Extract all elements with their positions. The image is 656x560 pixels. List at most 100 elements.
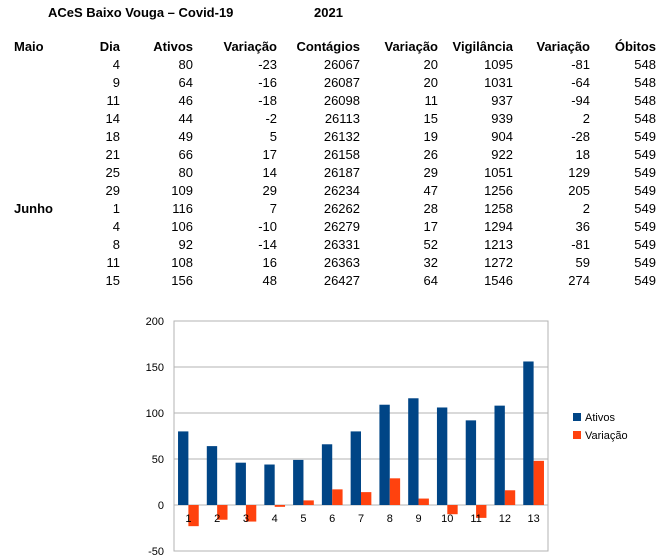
table-row: Junho 1 116 7 26262 28 1258 2 549: [0, 200, 656, 218]
table-cell: 1213: [484, 237, 513, 252]
x-tick-label: 12: [499, 513, 511, 525]
table-cell: 1051: [484, 165, 513, 180]
column-header: Ativos: [153, 39, 193, 54]
table-cell: Junho: [14, 201, 53, 216]
table-cell: 26262: [323, 201, 360, 216]
table-cell: 1546: [484, 273, 513, 288]
table-cell: 548: [634, 111, 656, 126]
table-cell: 29: [105, 183, 120, 198]
sheet-title: ACeS Baixo Vouga – Covid-19: [48, 5, 234, 20]
legend-swatch: [573, 431, 581, 439]
table-cell: [0, 56, 76, 74]
table-cell: [0, 218, 76, 236]
table-cell: 26331: [323, 237, 360, 252]
column-header: Dia: [99, 39, 120, 54]
table-cell: 549: [634, 201, 656, 216]
table-cell: -16: [258, 75, 277, 90]
table-cell: 26132: [323, 129, 360, 144]
table-cell: -2: [265, 111, 277, 126]
legend-label: Ativos: [585, 412, 615, 424]
bar-ativos: [206, 446, 218, 505]
column-header: Maio: [14, 39, 44, 54]
table-cell: 20: [423, 75, 438, 90]
table-cell: 11: [106, 255, 121, 270]
table-cell: 32: [423, 255, 438, 270]
x-tick-label: 3: [243, 513, 249, 525]
table-cell: 5: [269, 129, 277, 144]
table-cell: 92: [178, 237, 193, 252]
table-cell: 1095: [484, 57, 513, 72]
table-cell: -81: [571, 57, 590, 72]
table-cell: 548: [634, 93, 656, 108]
table-row: 4 106 -10 26279 17 1294 36 549: [0, 218, 656, 236]
table-cell: 2: [582, 201, 590, 216]
x-tick-label: 4: [272, 513, 278, 525]
bar-ativos: [350, 431, 361, 505]
table-row: 9 64 -16 26087 20 1031 -64 548: [0, 74, 656, 92]
table-row: 15 156 48 26427 64 1546 274 549: [0, 272, 656, 290]
table-cell: 549: [634, 255, 656, 270]
x-tick-label: 9: [415, 513, 421, 525]
y-tick-label: 0: [158, 500, 164, 512]
bar-variao: [245, 505, 257, 522]
table-cell: 26158: [323, 147, 360, 162]
x-tick-label: 7: [358, 513, 364, 525]
table-cell: 1272: [484, 255, 513, 270]
table-cell: [0, 164, 76, 182]
table-cell: 904: [491, 129, 513, 144]
table-cell: 64: [178, 75, 193, 90]
table-cell: 18: [105, 129, 120, 144]
table-cell: 4: [112, 57, 120, 72]
y-tick-label: -50: [148, 546, 164, 558]
bar-ativos: [235, 462, 246, 505]
table-cell: 548: [634, 75, 656, 90]
table-cell: 549: [634, 165, 656, 180]
y-tick-label: 150: [146, 362, 164, 374]
table-cell: 1294: [484, 219, 513, 234]
table-cell: 48: [262, 273, 277, 288]
y-tick-label: 100: [146, 408, 164, 420]
y-tick-label: 50: [152, 454, 164, 466]
x-tick-label: 8: [387, 513, 393, 525]
column-header: Contágios: [296, 39, 360, 54]
x-tick-label: 13: [527, 513, 539, 525]
bar-ativos: [321, 444, 333, 505]
table-cell: 18: [575, 147, 590, 162]
table-cell: 205: [568, 183, 590, 198]
table-cell: -94: [571, 93, 590, 108]
table-cell: 14: [262, 165, 277, 180]
bar-ativos: [436, 407, 448, 505]
table-cell: 26067: [323, 57, 360, 72]
table-row: 14 44 -2 26113 15 939 2 548: [0, 110, 656, 128]
table-header-row: Maio Dia Ativos Variação Contágios Variação Vi…: [0, 38, 656, 56]
table-cell: -10: [258, 219, 277, 234]
table-cell: 14: [105, 111, 120, 126]
column-header: Vigilância: [452, 39, 513, 54]
table-cell: 26234: [323, 183, 360, 198]
table-cell: 19: [423, 129, 438, 144]
table-cell: 25: [105, 165, 120, 180]
bar-variao: [332, 489, 343, 505]
table-cell: 46: [178, 93, 193, 108]
table-cell: 1258: [484, 201, 513, 216]
table-row: 11 46 -18 26098 11 937 -94 548: [0, 92, 656, 110]
x-tick-label: 6: [329, 513, 335, 525]
x-tick-label: 2: [214, 513, 220, 525]
table-cell: 36: [575, 219, 590, 234]
table-cell: 15: [423, 111, 438, 126]
table-cell: 20: [423, 57, 438, 72]
table-cell: [0, 92, 76, 110]
table-cell: 16: [262, 255, 277, 270]
table-cell: 59: [575, 255, 590, 270]
bar-variao: [504, 490, 516, 505]
bar-variao: [533, 460, 544, 505]
bar-variao: [274, 505, 286, 507]
table-cell: 129: [568, 165, 590, 180]
table-cell: 21: [105, 147, 120, 162]
bar-ativos: [264, 464, 275, 505]
table-row: 29 109 29 26234 47 1256 205 549: [0, 182, 656, 200]
table-cell: 549: [634, 183, 656, 198]
table-row: 18 49 5 26132 19 904 -28 549: [0, 128, 656, 146]
table-cell: 26113: [324, 111, 360, 126]
